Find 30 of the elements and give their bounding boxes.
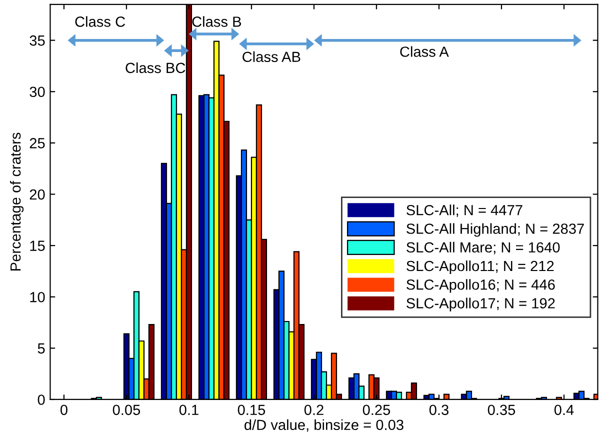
y-tick-label: 35 [30, 35, 45, 46]
y-tick-label: 20 [30, 189, 45, 200]
x-tick-label: 0.1 [179, 404, 198, 416]
x-tick-label: 0 [60, 404, 68, 416]
y-tick-label: 5 [38, 343, 45, 354]
x-tick-label: 0.4 [554, 404, 574, 416]
x-axis-title: d/D value, binsize = 0.03 [244, 419, 404, 432]
x-tick-label: 0.2 [304, 404, 324, 416]
x-tick-label: 0.25 [362, 404, 390, 416]
y-tick-label: 10 [30, 292, 45, 302]
x-tick-label: 0.35 [488, 404, 516, 416]
y-tick-label: 25 [30, 138, 45, 148]
x-tick-label: 0.15 [238, 404, 266, 416]
annotation: Class AB [242, 51, 300, 62]
y-axis-title: Percentage of craters [10, 132, 24, 270]
x-tick-label: 0.05 [112, 404, 140, 416]
x-tick-label: 0.3 [429, 404, 448, 416]
annotation: Class B [192, 16, 242, 27]
y-tick-label: 15 [30, 240, 45, 251]
legend-label: SLC-Apollo16; N = 446 [406, 279, 555, 293]
legend-label: SLC-All Highland; N = 2837 [406, 223, 584, 237]
legend-label: SLC-All; N = 4477 [406, 204, 522, 218]
legend-label: SLC-Apollo17; N = 192 [406, 298, 555, 312]
annotation: Class C [75, 16, 126, 27]
y-tick-label: 0 [38, 394, 45, 405]
annotation: Class A [400, 46, 449, 57]
annotation: Class BC [126, 62, 186, 74]
legend-label: SLC-All Mare; N = 1640 [406, 242, 560, 254]
legend-label: SLC-Apollo11; N = 212 [406, 260, 554, 274]
y-tick-label: 30 [30, 86, 45, 98]
